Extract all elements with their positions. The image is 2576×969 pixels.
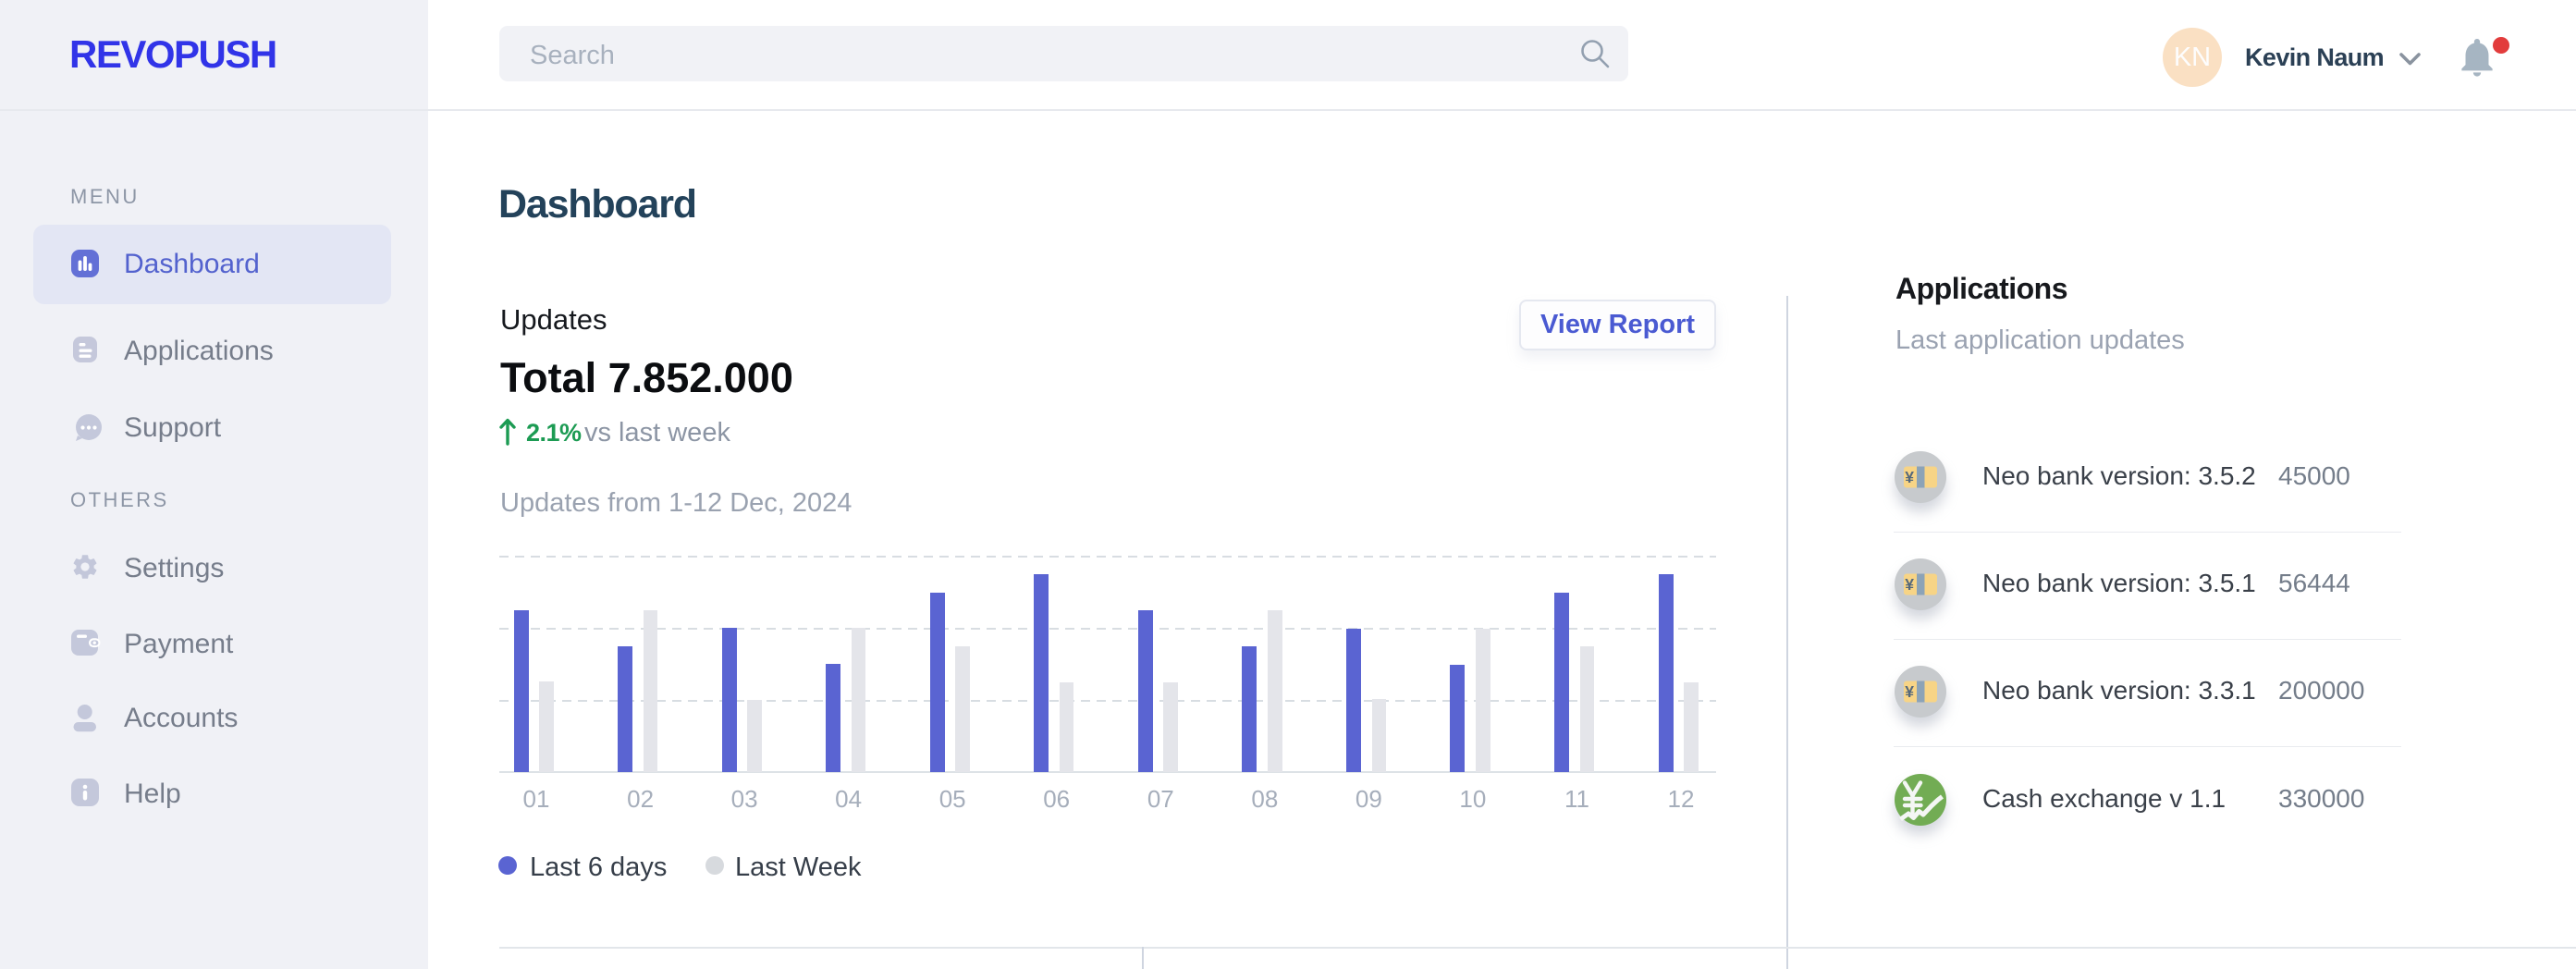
svg-text:¥: ¥ xyxy=(1905,682,1914,701)
svg-text:¥: ¥ xyxy=(1905,575,1914,594)
svg-text:¥: ¥ xyxy=(1905,468,1914,486)
